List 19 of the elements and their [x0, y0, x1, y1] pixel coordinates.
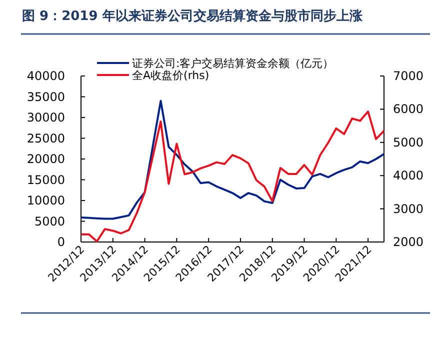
y-tick-label: 15000: [26, 172, 65, 187]
y-tick-label: 30000: [26, 110, 65, 124]
y-tick-label: 5000: [34, 214, 65, 228]
y-tick-label: 25000: [26, 131, 65, 146]
y2-tick-label: 6000: [393, 102, 424, 116]
y-tick-label: 0: [57, 235, 65, 249]
y2-tick-label: 5000: [393, 135, 424, 150]
y2-tick-label: 3000: [393, 202, 424, 216]
y-tick-label: 10000: [26, 194, 65, 208]
y-tick-label: 35000: [26, 90, 65, 104]
y-tick-label: 40000: [26, 69, 65, 83]
y2-tick-label: 2000: [393, 235, 424, 249]
legend-label: 全A收盘价(rhs): [132, 69, 210, 82]
y2-tick-label: 4000: [393, 168, 424, 183]
y-tick-label: 20000: [26, 152, 65, 166]
chart-title: 图 9：2019 年以来证券公司交易结算资金与股市同步上涨: [22, 8, 364, 24]
legend-label: 证券公司:客户交易结算资金余额（亿元）: [132, 57, 334, 70]
line-series: [80, 100, 385, 220]
y2-tick-label: 7000: [393, 69, 424, 83]
